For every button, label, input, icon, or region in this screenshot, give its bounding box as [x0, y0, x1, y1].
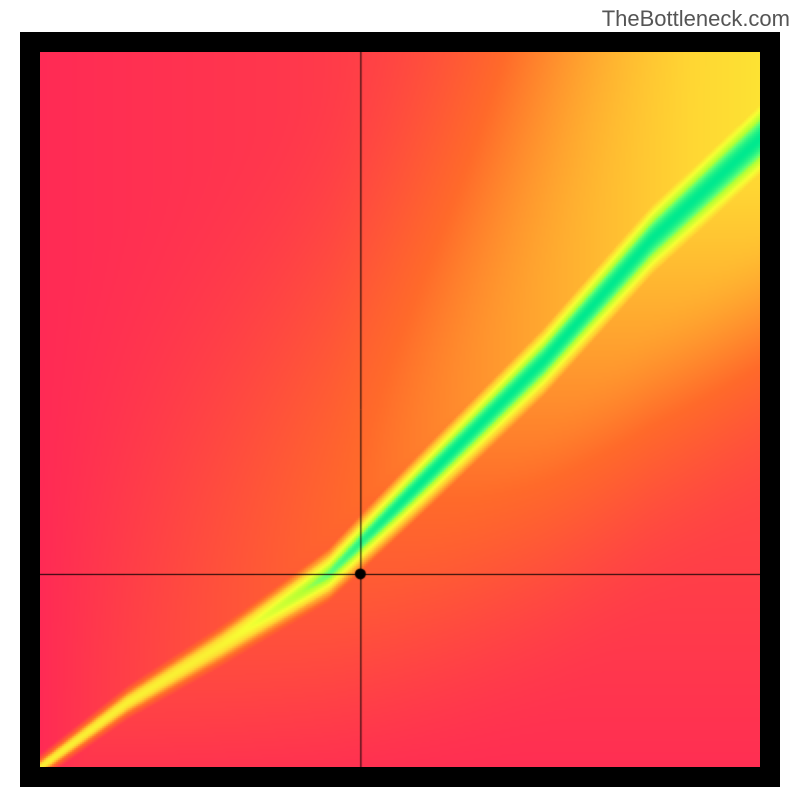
root-container: TheBottleneck.com — [0, 0, 800, 800]
crosshair-overlay — [40, 52, 760, 767]
watermark-text: TheBottleneck.com — [602, 6, 790, 32]
